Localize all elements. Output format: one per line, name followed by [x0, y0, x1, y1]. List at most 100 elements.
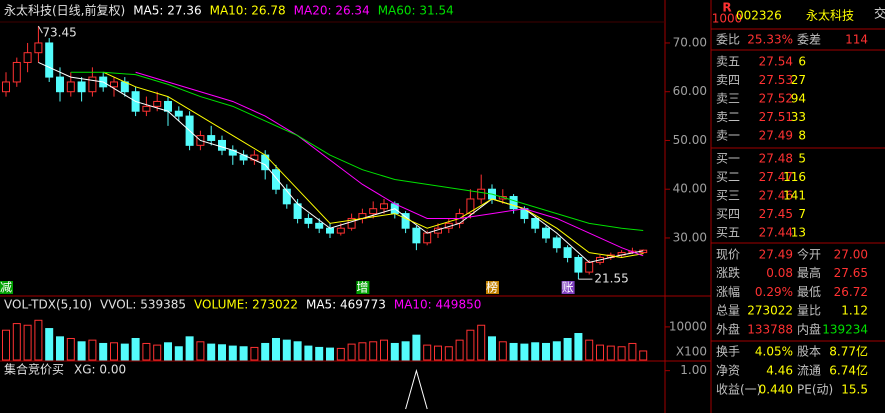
quote-label: 量比 [797, 304, 821, 318]
quote-price: 27.44 [759, 226, 793, 240]
volume-header: VOLUME: 273022 [194, 298, 298, 312]
header-ma60: MA60: 31.54 [378, 4, 454, 18]
candle-body [164, 100, 172, 112]
volume-bar [228, 345, 237, 361]
volume-bar [423, 344, 432, 361]
volume-bar [88, 339, 97, 361]
volume-bar [239, 346, 248, 361]
ma-line [70, 71, 644, 231]
quote-volume: 94 [791, 92, 806, 106]
candle-body [326, 227, 334, 234]
ma-line [135, 71, 644, 257]
volume-bar [272, 337, 280, 361]
volume-bar [99, 342, 108, 361]
volume-bar [552, 341, 561, 361]
volume-header: MA10: 449850 [394, 298, 482, 312]
candle-body [401, 213, 410, 229]
quote-value: 27.65 [834, 266, 868, 280]
candle-body [412, 227, 421, 244]
candle-body [336, 227, 345, 234]
candle-body [531, 217, 540, 229]
volume-bar [574, 333, 583, 361]
quote-label: 买二 [716, 170, 740, 184]
volume-bar [336, 347, 345, 361]
volume-bar [282, 339, 291, 361]
volume-bar [596, 344, 604, 361]
quote-label: 今开 [797, 247, 821, 262]
volume-bar [12, 323, 21, 361]
volume-bar [606, 345, 615, 361]
volume-bar [617, 346, 626, 361]
event-marker-box [486, 281, 499, 294]
candle-body [369, 208, 378, 215]
quote-label: 涨幅 [716, 284, 740, 299]
quote-volume: 141 [783, 189, 806, 203]
quote-label: 委比 [716, 33, 740, 47]
y-tick-label: 50.00 [673, 133, 707, 147]
candle-body [563, 247, 572, 258]
volume-header: VVOL: 539385 [100, 298, 186, 312]
quote-label: 卖五 [716, 55, 740, 69]
volume-bar [304, 345, 313, 361]
quote-value: 15.5 [841, 383, 868, 397]
y-tick-label: 60.00 [673, 84, 707, 98]
volume-bar [563, 337, 572, 361]
quote-label: 流通 [797, 364, 821, 378]
quote-volume: 8 [798, 129, 806, 143]
volume-bar [120, 343, 129, 361]
candle-body [12, 61, 21, 83]
header-ma10: MA10: 26.78 [210, 4, 286, 18]
quote-label: 净资 [716, 364, 740, 378]
quote-label: 换手 [716, 345, 740, 359]
quote-volume: 5 [798, 152, 806, 166]
candle-body [142, 105, 151, 112]
candle-body [56, 76, 64, 93]
volume-bar [185, 336, 194, 361]
quote-label: 现价 [716, 248, 740, 262]
badge-sub: 1000 [712, 12, 743, 26]
volume-bar [110, 342, 118, 361]
volume-bar [498, 341, 507, 361]
candle-body [466, 198, 475, 215]
volume-bar [369, 341, 378, 361]
volume-bar [401, 341, 410, 361]
candle-body [153, 100, 162, 107]
quote-value: 0.29% [755, 285, 793, 299]
quote-volume: 33 [791, 110, 806, 124]
volume-bar [293, 341, 302, 361]
volume-bar [380, 339, 388, 361]
high-pointer [37, 25, 43, 34]
volume-bar [520, 343, 529, 361]
ma-line [102, 71, 644, 258]
quote-volume: 7 [798, 207, 806, 221]
quote-value: 8.77亿 [829, 344, 868, 359]
header-title: 永太科技(日线,前复权) [4, 3, 125, 18]
stock-code: 002326 [736, 9, 782, 23]
volume-bar [207, 343, 216, 361]
volume-bar [477, 324, 486, 361]
volume-bar [466, 329, 475, 361]
quote-price: 27.49 [759, 129, 793, 143]
quote-label: 最高 [797, 265, 821, 280]
quote-label: 最低 [797, 285, 821, 299]
quote-label: 卖三 [716, 92, 740, 106]
volume-bar [153, 344, 162, 361]
volume-bar [542, 342, 550, 361]
volume-bar [347, 343, 356, 361]
volume-bar [509, 342, 518, 361]
candle-body [509, 196, 518, 210]
volume-bar [164, 342, 172, 361]
header-ma20: MA20: 26.34 [294, 4, 370, 18]
event-marker: 榜 [486, 280, 498, 295]
event-marker-box [0, 281, 13, 294]
quote-price: 27.51 [759, 110, 793, 124]
low-label: 21.55 [594, 272, 628, 286]
volume-bar [488, 336, 496, 361]
quote-label: 卖二 [716, 110, 740, 124]
quote-volume: 13 [791, 226, 806, 240]
volume-bar [358, 342, 367, 361]
candle-body [552, 237, 561, 249]
quote-label: 收益(一) [716, 383, 761, 397]
quote-label: 买三 [716, 189, 740, 203]
